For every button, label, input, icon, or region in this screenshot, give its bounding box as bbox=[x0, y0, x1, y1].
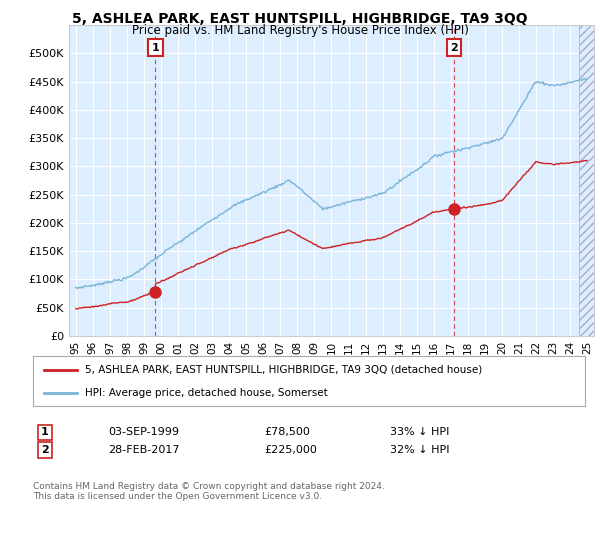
Text: 2: 2 bbox=[41, 445, 49, 455]
Text: 28-FEB-2017: 28-FEB-2017 bbox=[108, 445, 179, 455]
Text: 5, ASHLEA PARK, EAST HUNTSPILL, HIGHBRIDGE, TA9 3QQ (detached house): 5, ASHLEA PARK, EAST HUNTSPILL, HIGHBRID… bbox=[85, 365, 482, 375]
Text: 1: 1 bbox=[152, 43, 159, 53]
Text: 32% ↓ HPI: 32% ↓ HPI bbox=[390, 445, 449, 455]
Text: 1: 1 bbox=[41, 427, 49, 437]
Text: 5, ASHLEA PARK, EAST HUNTSPILL, HIGHBRIDGE, TA9 3QQ: 5, ASHLEA PARK, EAST HUNTSPILL, HIGHBRID… bbox=[72, 12, 528, 26]
Bar bbox=[578, 25, 594, 336]
Text: Price paid vs. HM Land Registry's House Price Index (HPI): Price paid vs. HM Land Registry's House … bbox=[131, 24, 469, 37]
Text: £78,500: £78,500 bbox=[264, 427, 310, 437]
Text: HPI: Average price, detached house, Somerset: HPI: Average price, detached house, Some… bbox=[85, 389, 328, 398]
Text: Contains HM Land Registry data © Crown copyright and database right 2024.
This d: Contains HM Land Registry data © Crown c… bbox=[33, 482, 385, 501]
Text: 2: 2 bbox=[450, 43, 458, 53]
Text: £225,000: £225,000 bbox=[264, 445, 317, 455]
Text: 03-SEP-1999: 03-SEP-1999 bbox=[108, 427, 179, 437]
Text: 33% ↓ HPI: 33% ↓ HPI bbox=[390, 427, 449, 437]
